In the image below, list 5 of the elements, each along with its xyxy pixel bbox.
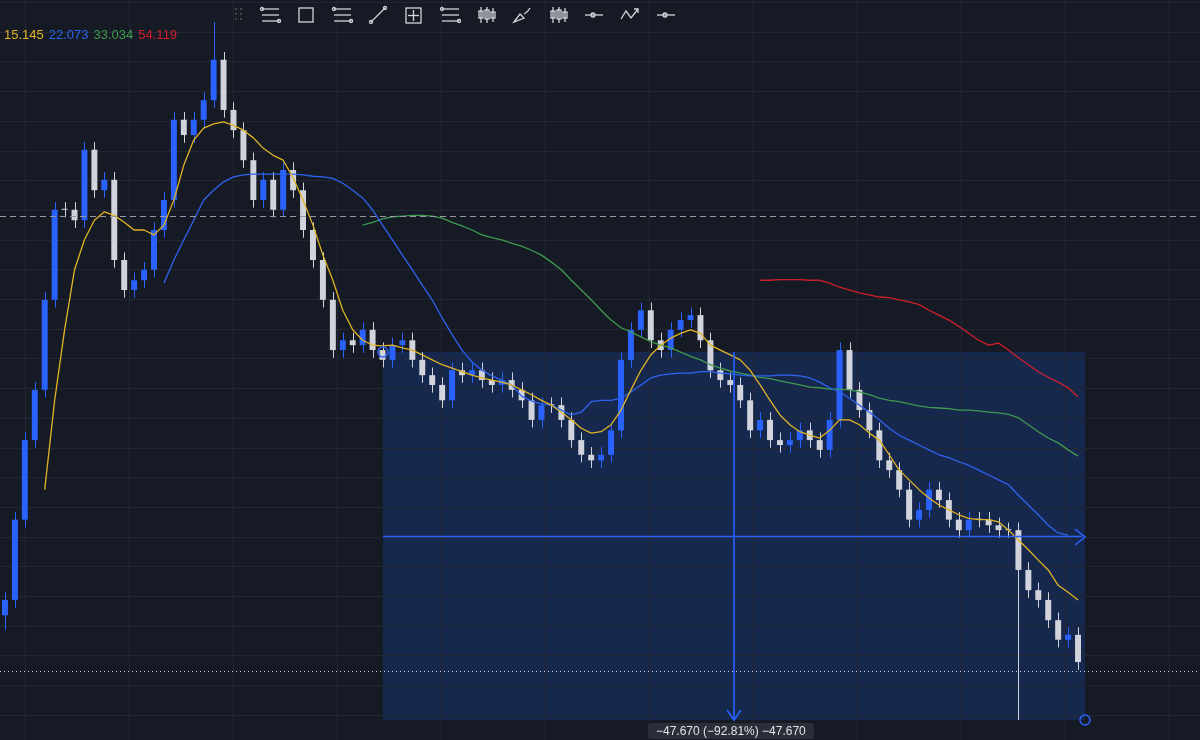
text: 54.119 — [138, 27, 178, 42]
text: 15.145 — [4, 27, 44, 42]
text: 22.073 — [48, 27, 89, 42]
text: 33.034 — [93, 27, 134, 42]
text: −47.670 (−92.81%) −47.670 — [648, 723, 814, 739]
